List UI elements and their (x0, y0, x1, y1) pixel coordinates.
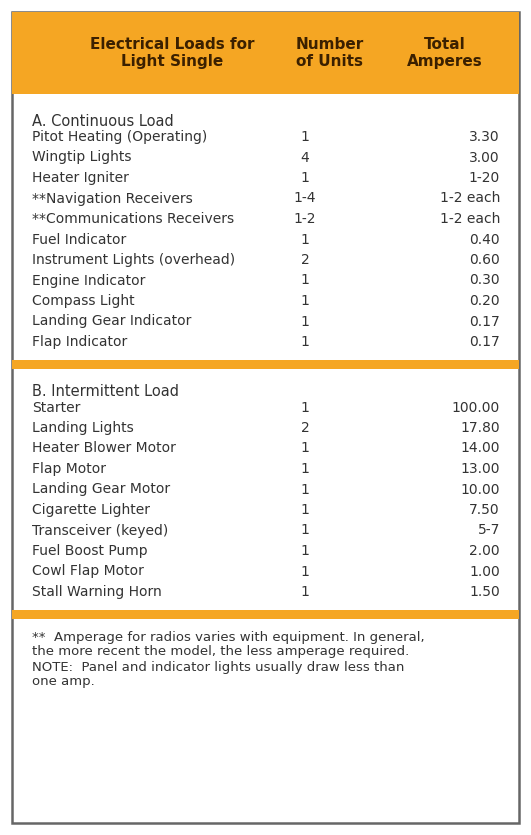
Text: **  Amperage for radios varies with equipment. In general,
the more recent the m: ** Amperage for radios varies with equip… (32, 630, 425, 689)
Text: Transceiver (keyed): Transceiver (keyed) (32, 524, 168, 538)
Text: 1: 1 (301, 335, 310, 349)
Text: Fuel Indicator: Fuel Indicator (32, 232, 126, 246)
Text: Compass Light: Compass Light (32, 294, 135, 308)
Text: 14.00: 14.00 (460, 442, 500, 456)
Text: 100.00: 100.00 (452, 401, 500, 414)
Text: Flap Indicator: Flap Indicator (32, 335, 127, 349)
Text: Electrical Loads for
Light Single: Electrical Loads for Light Single (90, 37, 254, 69)
Text: Starter: Starter (32, 401, 80, 414)
FancyBboxPatch shape (12, 12, 519, 94)
Text: 0.17: 0.17 (469, 315, 500, 328)
Text: 1: 1 (301, 462, 310, 476)
Text: 1-2 each: 1-2 each (440, 212, 500, 226)
Text: Pitot Heating (Operating): Pitot Heating (Operating) (32, 130, 207, 144)
FancyBboxPatch shape (12, 360, 519, 368)
Text: Fuel Boost Pump: Fuel Boost Pump (32, 544, 148, 558)
Text: A. Continuous Load: A. Continuous Load (32, 114, 174, 129)
Text: Total
Amperes: Total Amperes (407, 37, 483, 69)
Text: **Communications Receivers: **Communications Receivers (32, 212, 234, 226)
Text: 2.00: 2.00 (469, 544, 500, 558)
Text: 13.00: 13.00 (460, 462, 500, 476)
Text: 0.30: 0.30 (469, 274, 500, 287)
Text: 17.80: 17.80 (460, 421, 500, 435)
Text: B. Intermittent Load: B. Intermittent Load (32, 384, 179, 399)
Text: 0.20: 0.20 (469, 294, 500, 308)
Text: 1-2 each: 1-2 each (440, 191, 500, 205)
Text: 1-20: 1-20 (469, 171, 500, 185)
Text: Engine Indicator: Engine Indicator (32, 274, 145, 287)
Text: 4: 4 (301, 150, 310, 164)
Text: 1-2: 1-2 (294, 212, 316, 226)
Text: Wingtip Lights: Wingtip Lights (32, 150, 132, 164)
Text: 3.30: 3.30 (469, 130, 500, 144)
Text: 1: 1 (301, 274, 310, 287)
Text: Heater Igniter: Heater Igniter (32, 171, 129, 185)
FancyBboxPatch shape (12, 12, 519, 823)
Text: 1: 1 (301, 483, 310, 497)
Text: Landing Lights: Landing Lights (32, 421, 134, 435)
Text: Heater Blower Motor: Heater Blower Motor (32, 442, 176, 456)
Text: 1: 1 (301, 294, 310, 308)
Text: 1: 1 (301, 401, 310, 414)
Text: Landing Gear Indicator: Landing Gear Indicator (32, 315, 191, 328)
Text: 0.17: 0.17 (469, 335, 500, 349)
Text: 1: 1 (301, 232, 310, 246)
Text: 5-7: 5-7 (477, 524, 500, 538)
Text: Instrument Lights (overhead): Instrument Lights (overhead) (32, 253, 235, 267)
Text: 1: 1 (301, 171, 310, 185)
Text: **Navigation Receivers: **Navigation Receivers (32, 191, 193, 205)
Text: Stall Warning Horn: Stall Warning Horn (32, 585, 162, 599)
Text: 7.50: 7.50 (469, 503, 500, 517)
Text: 1: 1 (301, 442, 310, 456)
Text: 2: 2 (301, 421, 310, 435)
Text: 3.00: 3.00 (469, 150, 500, 164)
Text: Cigarette Lighter: Cigarette Lighter (32, 503, 150, 517)
Text: 1: 1 (301, 585, 310, 599)
Text: 2: 2 (301, 253, 310, 267)
Text: Cowl Flap Motor: Cowl Flap Motor (32, 564, 144, 579)
Text: 1: 1 (301, 503, 310, 517)
Text: 0.40: 0.40 (469, 232, 500, 246)
Text: Number
of Units: Number of Units (296, 37, 364, 69)
FancyBboxPatch shape (12, 610, 519, 619)
Text: 1.50: 1.50 (469, 585, 500, 599)
Text: 10.00: 10.00 (460, 483, 500, 497)
Text: 0.60: 0.60 (469, 253, 500, 267)
Text: 1: 1 (301, 524, 310, 538)
Text: Flap Motor: Flap Motor (32, 462, 106, 476)
Text: 1.00: 1.00 (469, 564, 500, 579)
Text: 1-4: 1-4 (294, 191, 316, 205)
Text: 1: 1 (301, 544, 310, 558)
Text: 1: 1 (301, 564, 310, 579)
Text: 1: 1 (301, 130, 310, 144)
Text: 1: 1 (301, 315, 310, 328)
Text: Landing Gear Motor: Landing Gear Motor (32, 483, 170, 497)
